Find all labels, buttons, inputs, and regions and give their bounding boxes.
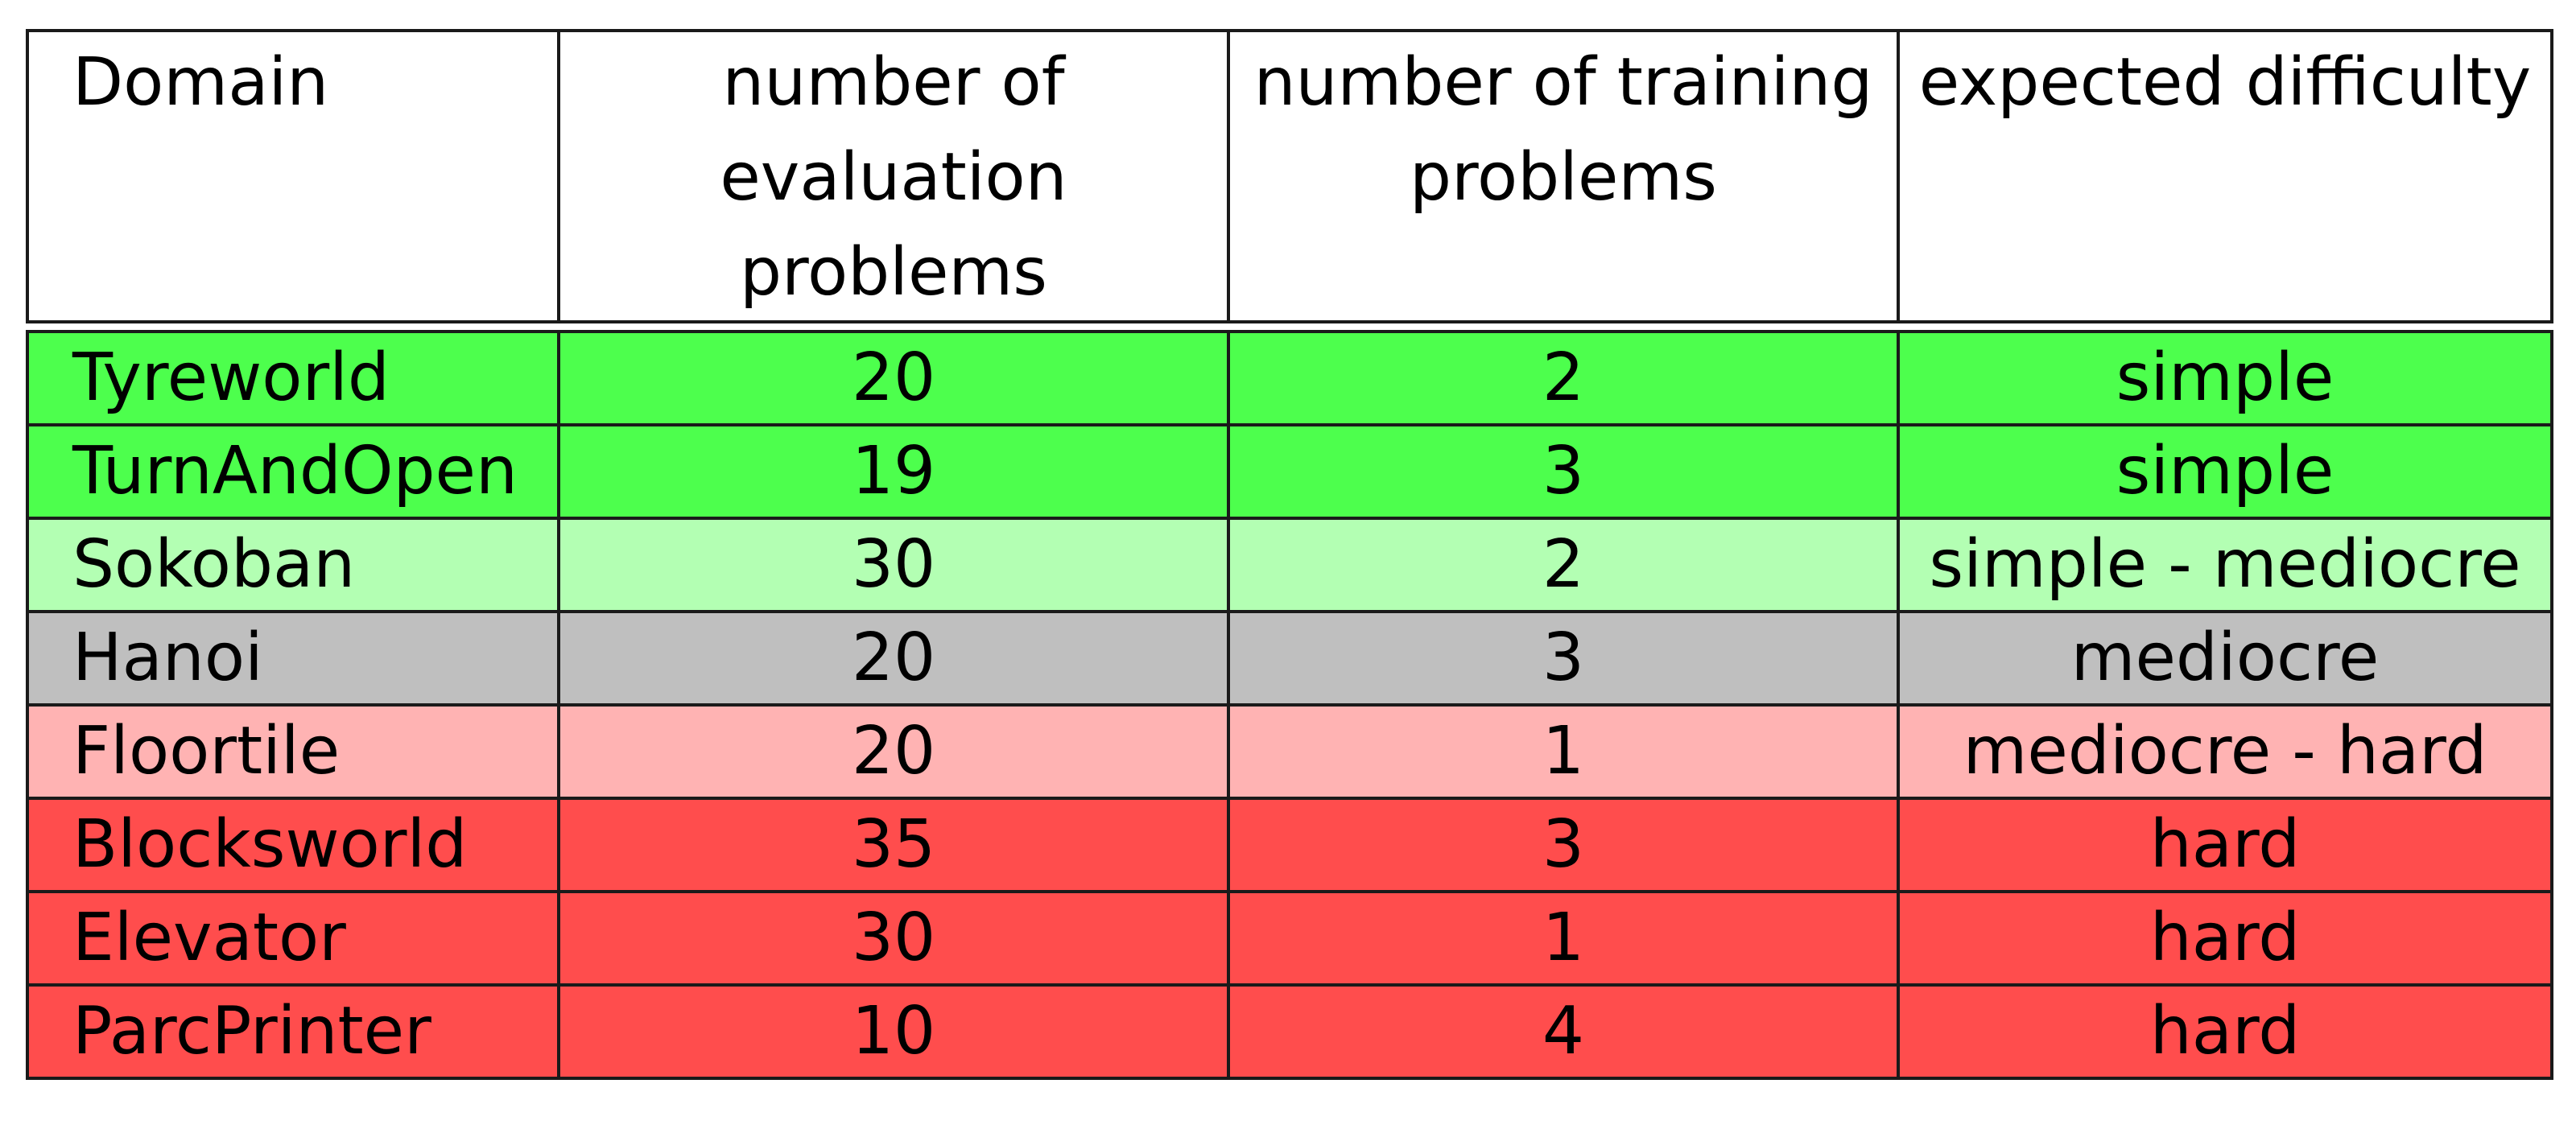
header-expected-difficulty: expected difficulty <box>1897 29 2553 323</box>
cell-domain: Hanoi <box>26 610 560 707</box>
cell-evaluation-problems: 30 <box>557 517 1230 613</box>
table-row: Blocksworld 35 3 hard <box>26 797 2553 893</box>
header-row: Domain number of evaluation problems num… <box>26 29 2553 323</box>
cell-evaluation-problems: 30 <box>557 890 1230 987</box>
table-body: Tyreworld 20 2 simple TurnAndOpen 19 3 simple So… <box>26 330 2553 1080</box>
header-training-problems: number of training problems <box>1227 29 1900 323</box>
cell-domain: Floortile <box>26 703 560 800</box>
cell-domain: Blocksworld <box>26 797 560 893</box>
cell-expected-difficulty: simple <box>1897 330 2553 426</box>
cell-domain: ParcPrinter <box>26 983 560 1080</box>
cell-expected-difficulty: hard <box>1897 983 2553 1080</box>
cell-expected-difficulty: hard <box>1897 890 2553 987</box>
table-row: Elevator 30 1 hard <box>26 890 2553 987</box>
cell-evaluation-problems: 19 <box>557 423 1230 520</box>
cell-evaluation-problems: 20 <box>557 703 1230 800</box>
cell-training-problems: 2 <box>1227 330 1900 426</box>
cell-training-problems: 3 <box>1227 423 1900 520</box>
cell-training-problems: 1 <box>1227 703 1900 800</box>
cell-training-problems: 1 <box>1227 890 1900 987</box>
cell-domain: Tyreworld <box>26 330 560 426</box>
cell-evaluation-problems: 10 <box>557 983 1230 1080</box>
cell-expected-difficulty: hard <box>1897 797 2553 893</box>
table-row: TurnAndOpen 19 3 simple <box>26 423 2553 520</box>
cell-expected-difficulty: mediocre <box>1897 610 2553 707</box>
cell-domain: Elevator <box>26 890 560 987</box>
table-row: ParcPrinter 10 4 hard <box>26 983 2553 1080</box>
cell-evaluation-problems: 20 <box>557 330 1230 426</box>
table-row: Sokoban 30 2 simple - mediocre <box>26 517 2553 613</box>
table-row: Tyreworld 20 2 simple <box>26 330 2553 426</box>
cell-expected-difficulty: simple - mediocre <box>1897 517 2553 613</box>
cell-training-problems: 3 <box>1227 797 1900 893</box>
table-header: Domain number of evaluation problems num… <box>26 29 2553 323</box>
cell-training-problems: 3 <box>1227 610 1900 707</box>
header-evaluation-problems: number of evaluation problems <box>557 29 1230 323</box>
cell-expected-difficulty: mediocre - hard <box>1897 703 2553 800</box>
cell-evaluation-problems: 35 <box>557 797 1230 893</box>
cell-expected-difficulty: simple <box>1897 423 2553 520</box>
table-row: Hanoi 20 3 mediocre <box>26 610 2553 707</box>
cell-training-problems: 2 <box>1227 517 1900 613</box>
table-row: Floortile 20 1 mediocre - hard <box>26 703 2553 800</box>
cell-training-problems: 4 <box>1227 983 1900 1080</box>
cell-domain: Sokoban <box>26 517 560 613</box>
header-domain: Domain <box>26 29 560 323</box>
cell-evaluation-problems: 20 <box>557 610 1230 707</box>
cell-domain: TurnAndOpen <box>26 423 560 520</box>
